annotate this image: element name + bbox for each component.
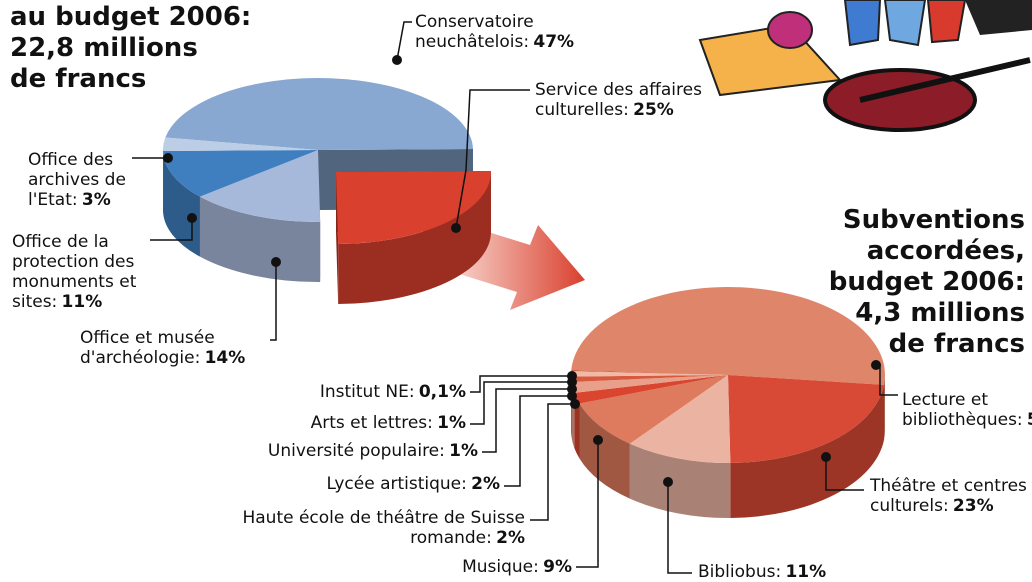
chart-title: au budget 2006:22,8 millionsde francs: [10, 2, 270, 95]
title-line: 22,8 millions: [10, 33, 270, 64]
slice-label: Bibliobus:11%: [698, 562, 858, 582]
leader-line: [530, 404, 575, 520]
category-name: Théâtre et centres culturels:: [870, 476, 1027, 516]
category-name: Arts et lettres:: [311, 413, 433, 433]
title-line: budget 2006:: [785, 267, 1025, 298]
slice-label: Arts et lettres:1%: [166, 413, 466, 433]
title-line: de francs: [10, 64, 270, 95]
value-label: 2%: [496, 528, 525, 548]
category-name: Bibliobus:: [698, 562, 781, 582]
slice-label: Théâtre et centres culturels:23%: [870, 476, 1032, 516]
slice-label: Service des affaires culturelles:25%: [535, 80, 735, 120]
title-line: accordées,: [785, 236, 1025, 267]
value-label: 1%: [437, 413, 466, 433]
value-label: 9%: [543, 557, 572, 577]
leader-dot: [567, 371, 577, 381]
page: au budget 2006:22,8 millionsde francsCon…: [0, 0, 1032, 582]
category-name: Université populaire:: [268, 441, 445, 461]
value-label: 2%: [471, 474, 500, 494]
slice-label: Haute école de théâtre de Suisse romande…: [225, 508, 525, 548]
leader-dot: [821, 452, 831, 462]
title-line: au budget 2006:: [10, 2, 270, 33]
leader-dot: [593, 435, 603, 445]
value-label: 47%: [533, 32, 574, 52]
slice-label: Conservatoire neuchâtelois:47%: [415, 12, 615, 52]
category-name: Lycée artistique:: [326, 474, 466, 494]
leader-line: [504, 396, 572, 486]
category-name: Service des affaires culturelles:: [535, 80, 702, 120]
slice-label: Office et musée d'archéologie:14%: [80, 328, 280, 368]
leader-line: [876, 365, 898, 395]
slice-label: Office de la protection des monuments et…: [12, 232, 162, 312]
leader-dot: [392, 55, 402, 65]
value-label: 14%: [205, 348, 246, 368]
value-label: 25%: [633, 100, 674, 120]
slice-group: [728, 375, 884, 518]
category-name: Lecture et bibliothèques:: [902, 390, 1023, 430]
category-name: Institut NE:: [320, 382, 415, 402]
slice-label: Office des archives de l'Etat:3%: [28, 150, 158, 210]
title-line: Subventions: [785, 205, 1025, 236]
category-name: Office des archives de l'Etat:: [28, 150, 126, 210]
leader-line: [482, 389, 572, 452]
title-line: de francs: [785, 329, 1025, 360]
leader-dot: [163, 153, 173, 163]
illustration: [700, 0, 1032, 130]
category-name: Musique:: [462, 557, 539, 577]
leader-dot: [871, 360, 881, 370]
slice-label: Université populaire:1%: [178, 441, 478, 461]
slice-label: Institut NE:0,1%: [166, 382, 466, 402]
value-label: 51%: [1027, 410, 1032, 430]
value-label: 11%: [62, 292, 103, 312]
value-label: 3%: [82, 190, 111, 210]
leader-dot: [451, 223, 461, 233]
leader-dot: [271, 257, 281, 267]
value-label: 23%: [953, 496, 994, 516]
value-label: 11%: [785, 562, 826, 582]
category-name: Conservatoire neuchâtelois:: [415, 12, 534, 52]
category-name: Haute école de théâtre de Suisse romande…: [242, 508, 525, 548]
leader-dot: [187, 213, 197, 223]
slice-group: [336, 171, 491, 304]
category-name: Office et musée d'archéologie:: [80, 328, 215, 368]
leader-line: [397, 22, 412, 60]
slice-label: Musique:9%: [372, 557, 572, 577]
slice-side: [884, 375, 885, 440]
slice-label: Lycée artistique:2%: [200, 474, 500, 494]
leader-dot: [663, 477, 673, 487]
value-label: 1%: [449, 441, 478, 461]
slice-label: Lecture et bibliothèques: 51%: [902, 390, 1032, 430]
title-line: 4,3 millions: [785, 298, 1025, 329]
value-label: 0,1%: [419, 382, 466, 402]
